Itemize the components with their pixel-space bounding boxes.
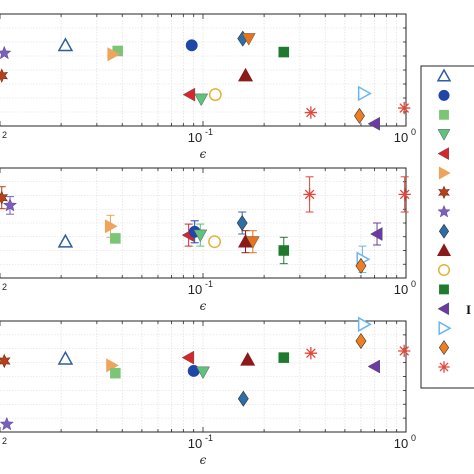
data-point-asterisk [304, 106, 318, 119]
data-point-triangle-up-open [57, 350, 74, 365]
x-axis-label: ϵ [200, 299, 207, 313]
data-point-asterisk [398, 101, 411, 115]
legend-marker-circle-open [437, 263, 451, 277]
data-point-triangle-up-open [57, 233, 74, 248]
ticks [0, 14, 407, 126]
data-point-star [0, 45, 12, 60]
data-point-triangle-right-open [357, 316, 372, 333]
ticks [0, 168, 407, 278]
data-point-hexstar [0, 353, 11, 369]
data-point-diamond [355, 257, 367, 274]
data-point-triangle-down [193, 229, 208, 243]
data-point-diamond [237, 390, 249, 407]
grid [0, 168, 406, 278]
legend-marker-star [437, 204, 451, 218]
legend-label-fragment: I [466, 302, 471, 317]
x-tick-label-exponent: -1 [205, 279, 213, 289]
x-tick-label-left-fragment: 2 [2, 436, 7, 446]
legend-marker-triangle-right-open [438, 320, 452, 336]
data-point-asterisk [304, 347, 318, 360]
x-tick-label-base: 10 [394, 282, 408, 297]
legend-marker-triangle-left [437, 147, 450, 161]
legend-marker-triangle-left [437, 302, 450, 316]
x-tick-label-exponent: -1 [205, 433, 213, 443]
x-tick-label-base: 10 [188, 436, 202, 451]
legend-marker-square [439, 284, 449, 295]
legend-marker-circle [438, 89, 450, 101]
data-point-circle-open [208, 88, 222, 102]
data-point-triangle-down [245, 236, 260, 249]
data-point-diamond [355, 332, 367, 349]
data-point-triangle-down [196, 366, 210, 380]
data-point-triangle-up [238, 67, 254, 82]
x-axis-label: ϵ [200, 453, 207, 467]
data-point-triangle-up [240, 352, 256, 366]
x-tick-label-exponent: 0 [411, 433, 416, 443]
legend-marker-diamond [438, 340, 450, 356]
data-point-hexstar [0, 68, 9, 83]
legend-marker-asterisk [438, 361, 450, 373]
data-points [0, 176, 411, 274]
data-point-triangle-left [367, 116, 380, 131]
x-tick-label-exponent: -1 [205, 127, 213, 137]
data-points [0, 316, 411, 431]
data-point-square [110, 233, 121, 244]
legend-marker-triangle-up-open [436, 68, 452, 82]
data-points [0, 30, 411, 131]
x-tick-label-base: 10 [188, 282, 202, 297]
data-point-triangle-left [181, 350, 195, 365]
data-point-circle [185, 39, 198, 52]
data-point-square [278, 46, 290, 58]
data-point-asterisk [398, 188, 411, 201]
data-point-diamond [236, 214, 248, 232]
legend-marker-hexstar [438, 185, 450, 200]
data-point-triangle-down [241, 33, 256, 46]
data-point-asterisk [303, 188, 316, 201]
x-tick-label-exponent: 0 [411, 127, 416, 137]
data-point-circle-open [208, 235, 222, 249]
x-tick-label-left-fragment: 2 [2, 130, 7, 140]
data-point-triangle-left [370, 227, 383, 241]
data-point-triangle-right [107, 47, 121, 62]
panel-2: 2 10 -1 10 0ϵ [0, 167, 416, 313]
x-axis-label: ϵ [200, 147, 207, 161]
legend-marker-triangle-up [436, 243, 452, 256]
grid [0, 14, 406, 126]
legend-marker-diamond [438, 223, 450, 239]
data-point-triangle-up-open [57, 37, 74, 52]
data-point-hexstar [0, 190, 9, 205]
data-point-triangle-left [367, 359, 380, 374]
x-tick-label-exponent: 0 [411, 279, 416, 289]
x-tick-label-base: 10 [394, 130, 408, 145]
data-point-triangle-left [182, 87, 196, 102]
data-point-triangle-right [104, 219, 118, 234]
panel-1: 2 10 -1 10 0ϵ [0, 13, 416, 161]
data-point-triangle-down [194, 93, 209, 107]
data-point-square [110, 367, 121, 379]
legend-marker-square [439, 109, 449, 120]
legend: I [420, 65, 474, 389]
data-point-square [278, 245, 290, 256]
data-point-star [2, 197, 18, 212]
data-point-diamond [354, 107, 365, 124]
data-point-star [0, 416, 14, 431]
panel-3: 2 10 -1 10 0ϵ [0, 316, 416, 467]
data-point-square [278, 352, 290, 363]
data-point-asterisk [398, 344, 411, 358]
x-tick-label-left-fragment: 2 [2, 282, 7, 292]
x-tick-label-base: 10 [394, 436, 408, 451]
legend-marker-triangle-right [438, 166, 451, 180]
data-point-triangle-right-open [357, 85, 372, 102]
panels: 2 10 -1 10 0ϵ2 10 -1 10 0ϵ2 10 -1 10 0ϵ [0, 13, 416, 467]
x-tick-label-base: 10 [188, 130, 202, 145]
legend-marker-triangle-down [437, 129, 451, 141]
